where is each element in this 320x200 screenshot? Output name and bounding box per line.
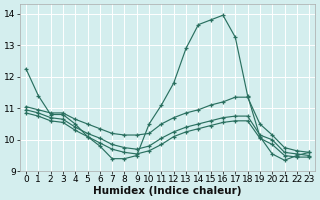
X-axis label: Humidex (Indice chaleur): Humidex (Indice chaleur) xyxy=(93,186,242,196)
